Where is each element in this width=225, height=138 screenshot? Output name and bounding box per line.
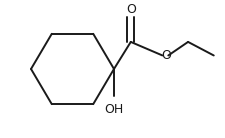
- Text: OH: OH: [104, 103, 123, 116]
- Text: O: O: [125, 3, 135, 16]
- Text: O: O: [161, 49, 171, 62]
